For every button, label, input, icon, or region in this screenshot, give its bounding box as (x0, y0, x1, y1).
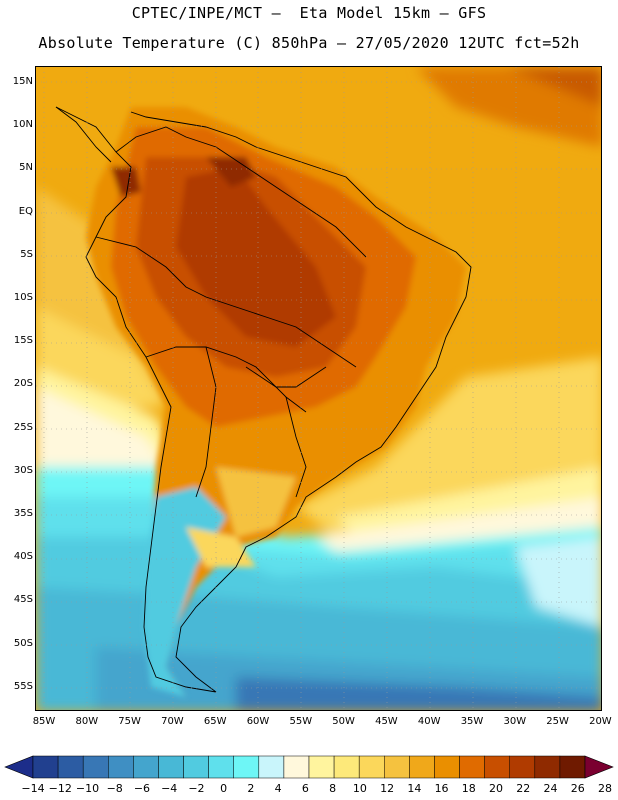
colorbar-label: −10 (75, 782, 100, 795)
temperature-colorbar (4, 755, 614, 779)
colorbar-label: 10 (352, 782, 367, 795)
lon-label-45w: 45W (375, 716, 398, 727)
colorbar-box-8 (233, 755, 260, 779)
colorbar-label: 2 (247, 782, 255, 795)
colorbar-box-4 (133, 755, 159, 779)
lat-label-50s: 50S (13, 637, 33, 649)
lon-label-30w: 30W (503, 716, 527, 727)
map-title-line-1: CPTEC/INPE/MCT – Eta Model 15km – GFS (131, 4, 487, 22)
colorbar-under-arrow (4, 755, 34, 779)
colorbar-label: 18 (461, 782, 476, 795)
lon-label-20w: 20W (589, 716, 612, 727)
colorbar-label: 16 (434, 782, 449, 795)
colorbar-box-17 (459, 755, 485, 779)
lat-label-5s: 5S (20, 248, 33, 260)
colorbar-label: 24 (543, 782, 558, 795)
colorbar-box-7 (208, 755, 234, 779)
lon-label-40w: 40W (417, 716, 441, 727)
lat-label-35s: 35S (13, 508, 33, 519)
colorbar-box-0 (32, 755, 59, 779)
lat-label-15n: 15N (12, 76, 33, 87)
colorbar-label: 20 (489, 782, 504, 795)
colorbar-box-5 (158, 755, 184, 779)
lat-label-eq: EQ (18, 205, 33, 217)
colorbar-box-10 (283, 755, 310, 779)
lat-label-15s: 15S (13, 335, 33, 347)
colorbar-box-18 (484, 755, 510, 779)
colorbar-label: 26 (570, 782, 585, 795)
colorbar-label: −8 (106, 782, 123, 795)
colorbar-box-13 (358, 755, 385, 779)
colorbar-label: −4 (161, 782, 178, 795)
lat-label-25s: 25S (13, 421, 33, 433)
colorbar-label: 4 (274, 782, 282, 795)
lon-label-65w: 65W (203, 716, 227, 727)
colorbar-label: −14 (21, 782, 45, 795)
colorbar-box-21 (559, 755, 586, 779)
colorbar-label: 12 (380, 782, 395, 795)
lat-label-10n: 10N (12, 119, 33, 131)
lat-label-55s: 55S (13, 680, 33, 692)
colorbar-box-11 (308, 755, 335, 779)
colorbar-label: 6 (301, 782, 309, 795)
lat-label-45s: 45S (13, 594, 33, 606)
colorbar-box-14 (384, 755, 410, 779)
lon-label-80w: 80W (75, 716, 99, 727)
colorbar-label: −6 (133, 782, 151, 795)
colorbar-label: 14 (407, 782, 422, 795)
lat-label-40s: 40S (13, 551, 33, 563)
colorbar-box-20 (534, 755, 561, 779)
colorbar-box-19 (509, 755, 536, 779)
colorbar-label: 28 (598, 782, 612, 795)
colorbar-label: 22 (516, 782, 531, 795)
lon-label-85w: 85W (32, 716, 56, 727)
map-title-line-2: Absolute Temperature (C) 850hPa – 27/05/… (38, 34, 580, 52)
colorbar-box-15 (409, 755, 435, 779)
colorbar-box-6 (183, 755, 209, 779)
colorbar-box-1 (57, 755, 84, 779)
lon-label-70w: 70W (161, 716, 184, 727)
colorbar-box-12 (333, 755, 360, 779)
colorbar-box-9 (258, 755, 285, 779)
lon-label-50w: 50W (332, 716, 355, 727)
colorbar-label: 0 (220, 782, 228, 795)
colorbar-label: 8 (329, 782, 337, 795)
colorbar-label: −12 (48, 782, 72, 795)
lon-label-60w: 60W (246, 716, 270, 727)
lon-label-25w: 25W (546, 716, 569, 727)
lon-label-35w: 35W (460, 716, 484, 727)
temperature-map[interactable] (35, 66, 602, 711)
colorbar-over-arrow (584, 755, 614, 779)
lat-label-30s: 30S (13, 464, 33, 476)
colorbar-box-16 (434, 755, 460, 779)
lat-label-5n: 5N (19, 162, 33, 174)
lon-label-75w: 75W (118, 716, 141, 727)
colorbar-box-3 (108, 755, 134, 779)
lat-label-10s: 10S (13, 292, 33, 303)
colorbar-box-2 (82, 755, 109, 779)
lon-label-55w: 55W (289, 716, 313, 727)
lat-label-20s: 20S (13, 378, 33, 390)
colorbar-label: −2 (188, 782, 205, 795)
temperature-field (36, 67, 601, 710)
